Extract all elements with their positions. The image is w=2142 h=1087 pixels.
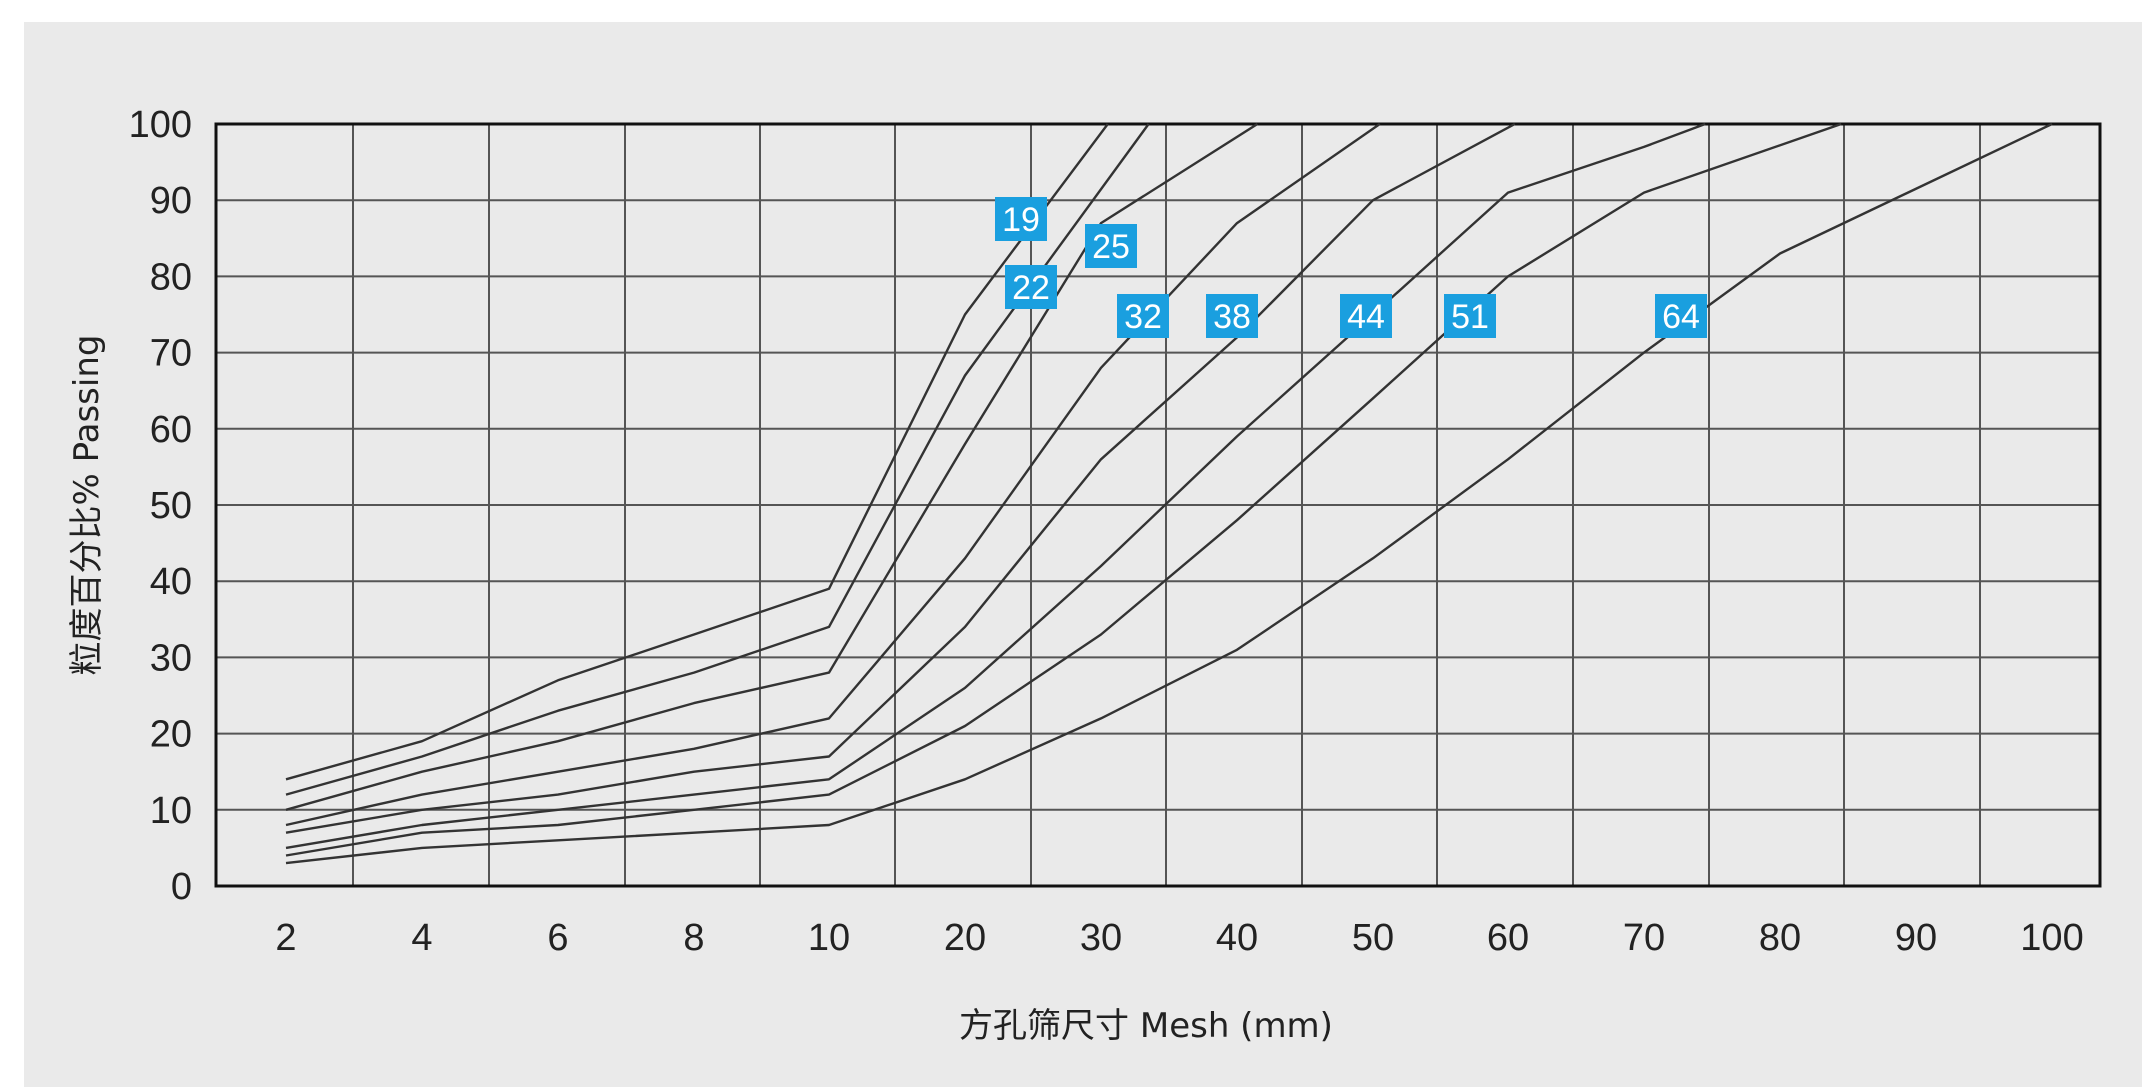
y-tick-label: 50 (150, 485, 192, 527)
plot-frame (214, 122, 2102, 888)
series-labels: 19 22 25 32 38 44 51 64 (995, 197, 1707, 338)
x-axis-title: 方孔筛尺寸 Mesh (mm) (959, 1006, 1333, 1046)
series-label-text: 25 (1092, 228, 1130, 266)
series-line-51 (285, 122, 1842, 857)
series-lines (285, 122, 2053, 865)
x-tick-label: 8 (683, 917, 704, 959)
series-label-text: 51 (1451, 298, 1489, 336)
series-line-25 (285, 122, 1259, 811)
y-tick-label: 70 (150, 333, 192, 375)
series-label-box (1206, 294, 1258, 338)
x-tick-label: 40 (1216, 917, 1258, 959)
y-tick-label: 40 (150, 561, 192, 603)
x-tick-label: 10 (808, 917, 850, 959)
series-label-box (1117, 294, 1169, 338)
x-tick-label: 2 (275, 917, 296, 959)
series-line-44 (285, 122, 1706, 850)
y-axis-title: 粒度百分比% Passing (67, 335, 107, 676)
series-label-text: 19 (1002, 201, 1040, 239)
y-tick-label: 60 (150, 409, 192, 451)
x-tick-label: 4 (411, 917, 432, 959)
series-label-text: 44 (1347, 298, 1385, 336)
series-label-box (1655, 294, 1707, 338)
series-label-box (1340, 294, 1392, 338)
x-tick-label: 6 (547, 917, 568, 959)
series-label-text: 32 (1124, 298, 1162, 336)
series-label-22: 22 (1005, 265, 1057, 309)
series-line-32 (285, 123, 1381, 827)
x-tick-label: 70 (1623, 917, 1665, 959)
series-label-25: 25 (1085, 224, 1137, 268)
y-tick-label: 30 (150, 637, 192, 679)
y-tick-label: 80 (150, 256, 192, 298)
y-tick-label: 100 (129, 104, 192, 146)
series-label-38: 38 (1206, 294, 1258, 338)
series-line-22 (285, 123, 1150, 796)
series-label-box (1005, 265, 1057, 309)
y-tick-label: 0 (171, 866, 192, 908)
x-tick-label: 100 (2020, 917, 2083, 959)
series-label-32: 32 (1117, 294, 1169, 338)
horizontal-gridlines (216, 199, 2100, 811)
series-label-text: 64 (1662, 298, 1700, 336)
x-tick-labels: 2 4 6 8 10 20 30 40 50 60 70 80 90 100 (275, 917, 2083, 959)
series-label-51: 51 (1444, 294, 1496, 338)
y-tick-label: 90 (150, 180, 192, 222)
series-label-text: 38 (1213, 298, 1251, 336)
x-tick-label: 50 (1352, 917, 1394, 959)
y-tick-label: 10 (150, 790, 192, 832)
series-label-box (1444, 294, 1496, 338)
x-tick-label: 60 (1487, 917, 1529, 959)
y-tick-labels: 0 10 20 30 40 50 60 70 80 90 100 (129, 104, 192, 908)
series-label-64: 64 (1655, 294, 1707, 338)
x-tick-label: 90 (1895, 917, 1937, 959)
series-label-box (1085, 224, 1137, 268)
x-tick-label: 30 (1080, 917, 1122, 959)
series-line-64 (285, 122, 2053, 865)
series-label-box (995, 197, 1047, 241)
series-line-38 (285, 122, 1516, 834)
x-tick-label: 80 (1759, 917, 1801, 959)
series-label-19: 19 (995, 197, 1047, 241)
x-tick-label: 20 (944, 917, 986, 959)
y-tick-label: 20 (150, 714, 192, 756)
series-label-44: 44 (1340, 294, 1392, 338)
series-label-text: 22 (1012, 269, 1050, 307)
series-line-19 (285, 123, 1109, 781)
